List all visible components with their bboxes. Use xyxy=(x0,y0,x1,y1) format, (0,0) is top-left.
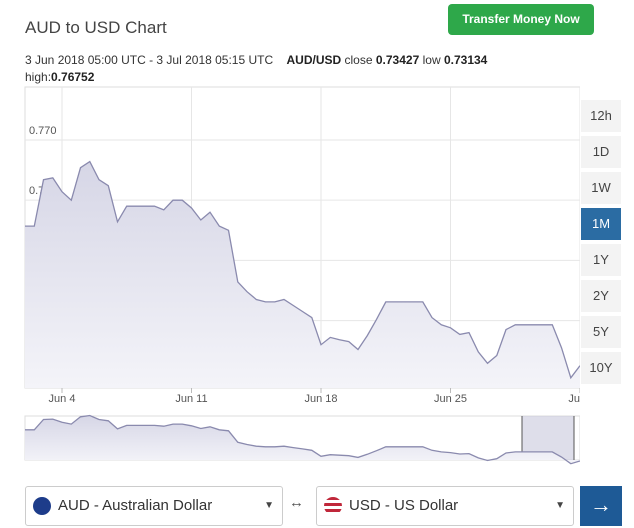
page-title: AUD to USD Chart xyxy=(25,18,167,37)
close-value: 0.73427 xyxy=(375,53,420,67)
x-tick-label: Jun 11 xyxy=(175,393,207,405)
low-label: low xyxy=(422,53,441,67)
high-label: high: xyxy=(25,70,52,84)
navigator-area xyxy=(25,415,580,464)
us-flag xyxy=(324,497,342,515)
range-button[interactable]: 10Y xyxy=(581,352,621,384)
range-button[interactable]: 1W xyxy=(581,172,621,204)
range-button[interactable]: 2Y xyxy=(581,280,621,312)
range-button[interactable]: 1M xyxy=(581,208,621,240)
from-select[interactable]: AUD - Australian Dollar ▼ xyxy=(25,486,283,526)
to-currency: USD - US Dollar xyxy=(349,497,459,514)
range-button[interactable]: 5Y xyxy=(581,316,621,348)
x-tick-label: Jun 18 xyxy=(304,393,337,405)
x-tick-label: Jun 4 xyxy=(49,393,76,405)
price-area xyxy=(25,161,580,388)
high-value: 0.76752 xyxy=(51,70,95,84)
low-value: 0.73134 xyxy=(443,53,488,67)
price-line xyxy=(25,160,580,380)
y-tick-label: 0.770 xyxy=(29,125,57,137)
x-tick-label: Jun 25 xyxy=(434,393,467,405)
pair: AUD/USD xyxy=(286,53,342,67)
transfer-button[interactable]: Transfer Money Now xyxy=(448,4,594,35)
range-button[interactable]: 1Y xyxy=(581,244,621,276)
close-label: close xyxy=(344,53,373,67)
date-range: 3 Jun 2018 05:00 UTC - 3 Jul 2018 05:15 … xyxy=(25,53,274,67)
navigator-line xyxy=(25,414,580,465)
chart-info: 3 Jun 2018 05:00 UTC - 3 Jul 2018 05:15 … xyxy=(25,52,555,86)
range-button[interactable]: 12h xyxy=(581,100,621,132)
range-button[interactable]: 1D xyxy=(581,136,621,168)
convert-button[interactable]: → xyxy=(580,486,622,526)
x-tick-label: Jul 2 xyxy=(568,393,580,405)
to-select[interactable]: USD - US Dollar ▼ xyxy=(316,486,574,526)
range-buttons: 12h 1D 1W 1M 1Y 2Y 5Y 10Y xyxy=(581,100,621,388)
swap-icon[interactable]: ↔ xyxy=(289,494,304,511)
from-currency: AUD - Australian Dollar xyxy=(58,497,213,514)
au-flag xyxy=(33,497,51,515)
